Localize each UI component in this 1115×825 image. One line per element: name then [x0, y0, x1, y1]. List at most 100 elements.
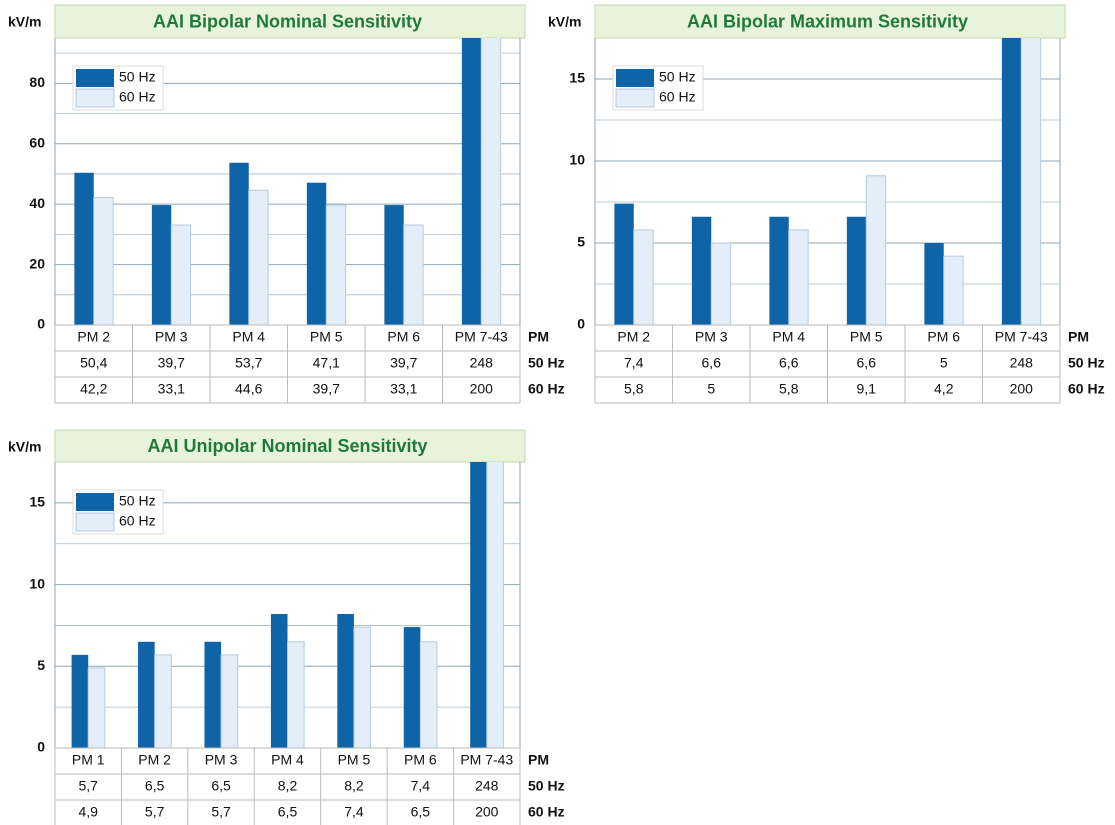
legend-swatch [615, 88, 655, 108]
x-tick-label: PM 7-43 [460, 752, 513, 768]
title-box [54, 4, 526, 39]
y-tick-label: 60 [29, 134, 45, 150]
bar [633, 229, 654, 325]
bar [204, 641, 222, 748]
bar [1001, 38, 1022, 325]
table-value: 6,6 [702, 355, 722, 371]
bar [788, 229, 809, 325]
table-value: 6,5 [145, 778, 165, 794]
x-tick-label: PM 4 [772, 329, 805, 345]
chart-title: AAI Bipolar Maximum Sensitivity [687, 11, 968, 31]
chart-title: AAI Bipolar Nominal Sensitivity [153, 11, 422, 31]
table-value: 42,2 [80, 381, 107, 397]
table-value: 7,4 [344, 804, 364, 820]
y-axis-label: kV/m [8, 439, 41, 455]
x-tick-label: PM 2 [138, 752, 171, 768]
table-value: 5,8 [779, 381, 799, 397]
legend-label: 60 Hz [119, 89, 156, 105]
table-value: 44,6 [235, 381, 262, 397]
table-row-label: 50 Hz [528, 778, 565, 794]
bar [710, 242, 732, 325]
y-tick-label: 40 [29, 195, 45, 211]
table-row-label: 50 Hz [528, 355, 565, 371]
title-box [54, 429, 526, 463]
bar [943, 255, 964, 325]
table-value: 7,4 [624, 355, 644, 371]
table-value: 7,4 [411, 778, 431, 794]
bar [865, 175, 887, 325]
x-tick-label: PM 2 [77, 329, 110, 345]
bar [419, 641, 438, 748]
table-row-label: 50 Hz [1068, 355, 1105, 371]
bar [93, 197, 114, 325]
bar [480, 38, 502, 325]
table-value: 6,5 [278, 804, 298, 820]
x-tick-label: PM 4 [271, 752, 304, 768]
table-value: 5,7 [145, 804, 165, 820]
table-value: 33,1 [390, 381, 417, 397]
table-value: 6,5 [211, 778, 231, 794]
bar [220, 654, 239, 748]
x-tick-label: PM 5 [338, 752, 371, 768]
bar [87, 667, 106, 748]
bar [306, 182, 327, 325]
x-tick-label: PM 5 [850, 329, 883, 345]
legend-label: 50 Hz [119, 69, 156, 85]
bar [384, 205, 404, 325]
bar [151, 205, 172, 325]
y-tick-label: 5 [37, 657, 45, 673]
table-value: 4,9 [78, 804, 98, 820]
x-axis-label: PM [1068, 329, 1089, 345]
bar [229, 162, 249, 325]
table-row-label: 60 Hz [528, 804, 565, 820]
y-tick-label: 0 [577, 316, 585, 332]
bar [691, 216, 712, 325]
x-axis-label: PM [528, 752, 549, 768]
table-value: 8,2 [278, 778, 298, 794]
y-tick-label: 0 [37, 739, 45, 755]
y-tick-label: 10 [29, 575, 45, 591]
bar [924, 243, 944, 325]
x-tick-label: PM 5 [310, 329, 343, 345]
bar [403, 627, 421, 748]
legend-label: 50 Hz [659, 69, 696, 85]
bar [1020, 38, 1042, 325]
y-axis-label: kV/m [548, 14, 581, 30]
table-value: 4,2 [934, 381, 954, 397]
table-value: 200 [1010, 381, 1034, 397]
x-tick-label: PM 7-43 [995, 329, 1048, 345]
bar [403, 224, 424, 325]
x-tick-label: PM 7-43 [455, 329, 508, 345]
table-value: 9,1 [857, 381, 877, 397]
y-tick-label: 0 [37, 316, 45, 332]
bar [486, 462, 504, 748]
y-tick-label: 20 [29, 255, 45, 271]
legend-label: 50 Hz [119, 493, 156, 509]
table-value: 248 [475, 778, 499, 794]
table-value: 6,6 [779, 355, 799, 371]
table-value: 50,4 [80, 355, 107, 371]
bar [248, 189, 269, 325]
legend-label: 60 Hz [119, 513, 156, 529]
legend-swatch [75, 88, 115, 108]
table-value: 47,1 [313, 355, 340, 371]
bar [154, 654, 172, 748]
x-tick-label: PM 4 [232, 329, 265, 345]
bar [71, 654, 89, 748]
x-tick-label: PM 1 [72, 752, 105, 768]
x-tick-label: PM 3 [205, 752, 238, 768]
bar [846, 216, 867, 325]
legend-label: 60 Hz [659, 89, 696, 105]
bar [337, 613, 354, 748]
bar [470, 462, 487, 748]
table-value: 39,7 [390, 355, 417, 371]
title-box [594, 4, 1066, 39]
bar [325, 204, 347, 325]
table-value: 248 [470, 355, 494, 371]
bar [138, 641, 155, 748]
x-tick-label: PM 6 [404, 752, 437, 768]
y-axis-label: kV/m [8, 14, 41, 30]
bar [74, 172, 94, 325]
bar [614, 203, 634, 325]
